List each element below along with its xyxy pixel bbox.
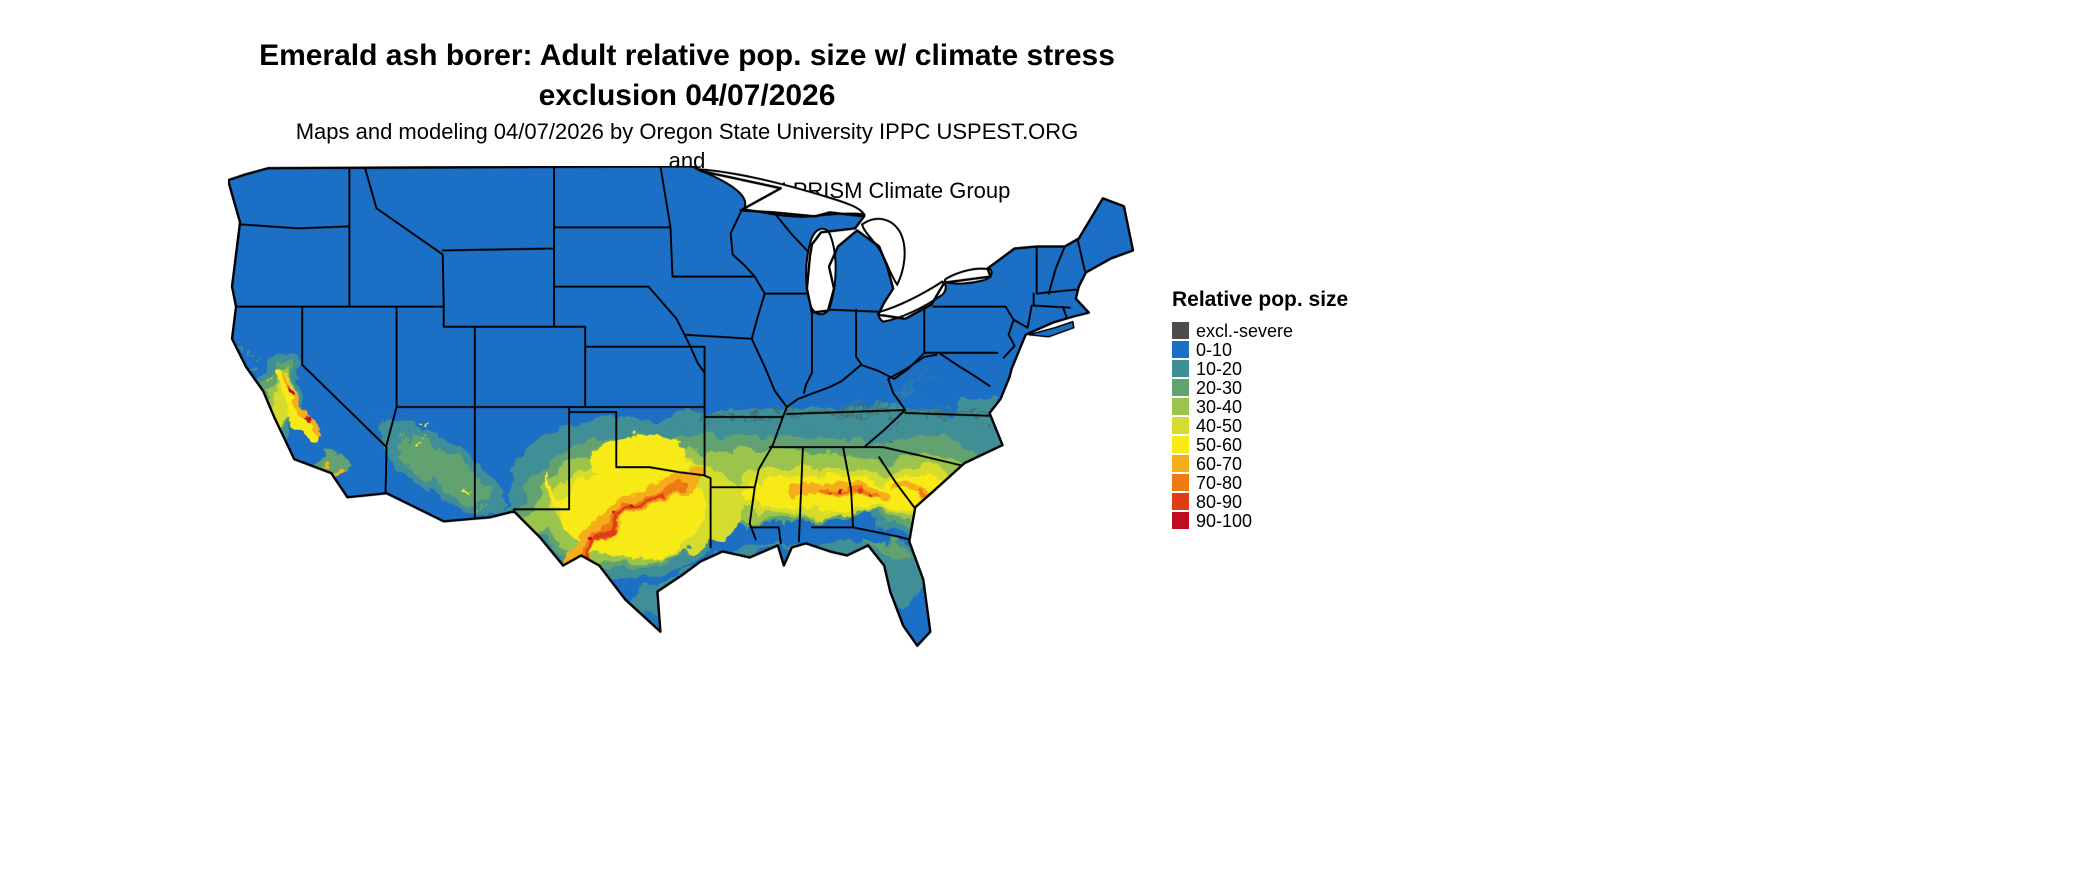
- legend-item: 40-50: [1172, 416, 1348, 435]
- us-map-svg: [228, 166, 1135, 647]
- legend-item: 70-80: [1172, 473, 1348, 492]
- map-title-line1: Emerald ash borer: Adult relative pop. s…: [259, 39, 1115, 73]
- legend-label: 30-40: [1196, 396, 1243, 417]
- map-title-line2: exclusion 04/07/2026: [538, 78, 836, 112]
- legend-swatch: [1172, 512, 1189, 529]
- legend-item: 50-60: [1172, 435, 1348, 454]
- legend-swatch: [1172, 455, 1189, 472]
- legend-swatch: [1172, 341, 1189, 358]
- legend-label: 0-10: [1196, 339, 1233, 360]
- legend-label: 50-60: [1196, 434, 1243, 455]
- legend-swatch: [1172, 436, 1189, 453]
- legend-item: 0-10: [1172, 340, 1348, 359]
- legend-swatch: [1172, 398, 1189, 415]
- legend-label: 10-20: [1196, 358, 1243, 379]
- legend-item: 90-100: [1172, 511, 1348, 530]
- legend-label: 70-80: [1196, 472, 1243, 493]
- legend-label: 20-30: [1196, 377, 1243, 398]
- legend-label: 40-50: [1196, 415, 1243, 436]
- legend-label: 60-70: [1196, 453, 1243, 474]
- legend-swatch: [1172, 493, 1189, 510]
- legend-label: 90-100: [1196, 510, 1253, 531]
- legend-title: Relative pop. size: [1172, 288, 1349, 311]
- legend-item: 80-90: [1172, 492, 1348, 511]
- lake-erie: [877, 280, 947, 323]
- map-title: Emerald ash borer: Adult relative pop. s…: [217, 36, 1157, 115]
- land-base: [228, 166, 1133, 646]
- map-subtitle-line1: Maps and modeling 04/07/2026 by Oregon S…: [295, 119, 1079, 174]
- legend: Relative pop. size excl.-severe 0-10 10-20…: [1172, 288, 1348, 530]
- us-map: [228, 166, 1136, 658]
- legend-swatch: [1172, 322, 1189, 339]
- long-island: [1028, 320, 1075, 338]
- legend-item: 60-70: [1172, 454, 1348, 473]
- legend-items: excl.-severe 0-10 10-20 20-30 30-40 40-50 50-6…: [1172, 321, 1348, 530]
- legend-item: 20-30: [1172, 378, 1348, 397]
- legend-item: excl.-severe: [1172, 321, 1348, 340]
- legend-swatch: [1172, 360, 1189, 377]
- legend-swatch: [1172, 474, 1189, 491]
- state-borders: [235, 166, 1086, 549]
- legend-swatch: [1172, 379, 1189, 396]
- legend-swatch: [1172, 417, 1189, 434]
- legend-label: excl.-severe: [1196, 320, 1294, 341]
- legend-label: 80-90: [1196, 491, 1243, 512]
- legend-item: 30-40: [1172, 397, 1348, 416]
- legend-item: 10-20: [1172, 359, 1348, 378]
- us-outline: [228, 166, 1135, 647]
